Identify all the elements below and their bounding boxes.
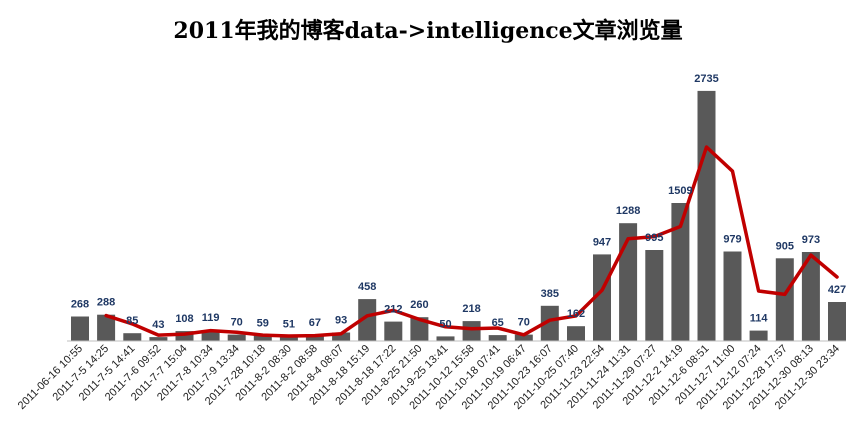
bar-value-label: 108: [175, 313, 193, 325]
bar: [828, 302, 846, 341]
bar: [514, 334, 533, 341]
bar: [123, 333, 142, 341]
bar-value-label: 51: [283, 318, 295, 330]
trend-line: [104, 145, 839, 338]
bar: [775, 258, 794, 341]
bar-value-label: 979: [723, 234, 741, 246]
bar-value-label: 973: [802, 234, 820, 246]
bar: [540, 305, 559, 341]
bar: [749, 330, 768, 341]
bar-value-label: 905: [776, 240, 794, 252]
bar-value-label: 67: [309, 317, 321, 329]
bar: [593, 254, 611, 341]
bar-value-label: 50: [439, 318, 451, 330]
bar-value-label: 288: [97, 297, 115, 309]
bar: [462, 321, 481, 341]
line-group: [104, 145, 839, 338]
bar: [305, 334, 324, 341]
bar: [253, 335, 272, 341]
bar: [723, 251, 742, 341]
bar-value-label: 1288: [616, 205, 640, 217]
bar-value-label: 43: [152, 319, 164, 331]
bar-value-label: 85: [126, 315, 138, 327]
chart-title: 2011年我的博客data->intelligence文章浏览量: [173, 18, 682, 44]
bar-value-label: 458: [358, 281, 376, 293]
bar-value-label: 114: [750, 313, 769, 325]
bar: [175, 331, 194, 341]
bar-value-label: 995: [645, 232, 663, 244]
bar: [384, 321, 403, 341]
bar: [279, 336, 298, 341]
bar: [619, 223, 638, 341]
bar: [671, 203, 690, 341]
bar: [488, 335, 507, 341]
bar-value-label: 218: [462, 303, 480, 315]
bar: [801, 252, 820, 341]
bar: [201, 330, 220, 341]
bar-value-label: 119: [202, 312, 220, 324]
bar-value-label: 947: [593, 236, 611, 248]
bar: [436, 336, 455, 341]
bar: [97, 314, 116, 341]
bar: [149, 337, 168, 341]
bar-value-label: 212: [384, 304, 402, 316]
bar-value-label: 70: [231, 317, 243, 329]
bar-value-label: 65: [492, 317, 504, 329]
bar: [410, 317, 429, 341]
bar-value-label: 1509: [668, 185, 692, 197]
bar-value-label: 260: [410, 299, 428, 311]
bar-value-label: 93: [335, 315, 347, 327]
bar: [71, 316, 89, 341]
bar-value-label: 2735: [694, 73, 718, 85]
bar: [697, 90, 716, 342]
bar: [227, 334, 246, 341]
bar: [358, 299, 377, 341]
bar-value-label: 59: [257, 318, 269, 330]
bar-value-label: 268: [71, 299, 89, 311]
bar-value-label: 427: [828, 284, 846, 296]
data-labels-group: 268 288 85 43 108 119 70 59 51 67 93 458 212 260 50 218…: [71, 73, 846, 331]
bar: [567, 326, 585, 341]
bar: [332, 332, 351, 341]
bar: [645, 250, 664, 341]
bars-group: [71, 90, 846, 342]
bar-value-label: 70: [518, 317, 530, 329]
bar-value-label: 162: [567, 308, 585, 320]
bar-value-label: 385: [541, 288, 559, 300]
